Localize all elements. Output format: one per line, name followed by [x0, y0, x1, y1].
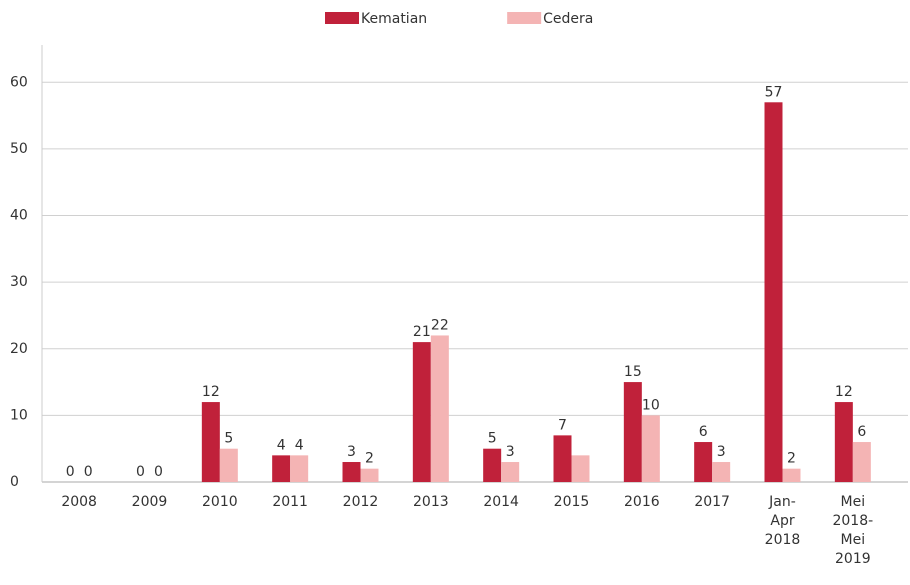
legend-label: Cedera: [543, 11, 593, 27]
bar: [501, 462, 520, 482]
data-label: 0: [84, 464, 93, 480]
data-label: 4: [295, 437, 304, 453]
data-label: 5: [488, 431, 497, 447]
bar: [412, 342, 431, 482]
x-tick-label: 2016: [624, 494, 660, 510]
y-tick-label: 50: [10, 141, 28, 157]
y-tick-label: 40: [10, 208, 28, 224]
data-label: 15: [624, 364, 642, 380]
legend-swatch: [507, 12, 542, 24]
y-tick-label: 20: [10, 341, 28, 357]
legend-swatch: [325, 12, 359, 24]
data-label: 6: [857, 424, 866, 440]
bar: [694, 442, 713, 482]
x-tick-label: Jan-Apr 2018: [764, 494, 801, 548]
data-label: 5: [224, 431, 233, 447]
data-label: 22: [431, 317, 449, 333]
bar: [782, 468, 801, 482]
y-tick-label: 60: [10, 74, 28, 90]
data-label: 12: [835, 384, 853, 400]
data-label: 4: [277, 437, 286, 453]
bar: [430, 335, 449, 482]
data-label: 6: [699, 424, 708, 440]
bar: [219, 448, 238, 482]
bar: [201, 402, 220, 482]
data-label: 10: [642, 397, 660, 413]
bar: [641, 415, 660, 482]
data-label: 7: [558, 417, 567, 433]
x-tick-label: 2017: [694, 494, 730, 510]
bar: [764, 102, 783, 483]
data-label: 3: [347, 444, 356, 460]
bar: [360, 468, 379, 482]
bar: [852, 442, 871, 482]
y-tick-label: 30: [10, 274, 28, 290]
bar: [483, 448, 502, 482]
data-label: 0: [136, 464, 145, 480]
x-tick-label: 2011: [272, 494, 308, 510]
data-label: 3: [717, 444, 726, 460]
bar: [342, 462, 361, 482]
data-label: 12: [202, 384, 220, 400]
x-tick-label: 2008: [61, 494, 97, 510]
data-label: 21: [413, 324, 431, 340]
y-tick-label: 10: [10, 407, 28, 423]
data-label: 57: [765, 84, 783, 100]
bar: [834, 402, 853, 482]
bar: [272, 455, 291, 482]
x-tick-label: 2013: [413, 494, 449, 510]
bar: [623, 382, 642, 482]
data-label: 2: [787, 451, 796, 467]
data-label: 2: [365, 451, 374, 467]
x-tick-label: 2009: [131, 494, 168, 510]
data-label: 3: [506, 444, 515, 460]
bar: [571, 455, 590, 482]
bar: [553, 435, 572, 482]
legend-label: Kematian: [361, 11, 427, 27]
data-label: 0: [66, 464, 75, 480]
x-tick-label: 2014: [483, 494, 519, 510]
x-tick-label: Mei 2018-Mei 2019: [832, 494, 874, 567]
x-tick-label: 2010: [202, 494, 238, 510]
data-label: 0: [154, 464, 163, 480]
x-tick-label: 2015: [553, 494, 590, 510]
y-tick-label: 0: [10, 474, 19, 490]
bar: [712, 462, 731, 482]
x-tick-label: 2012: [342, 494, 379, 510]
bar: [290, 455, 309, 482]
